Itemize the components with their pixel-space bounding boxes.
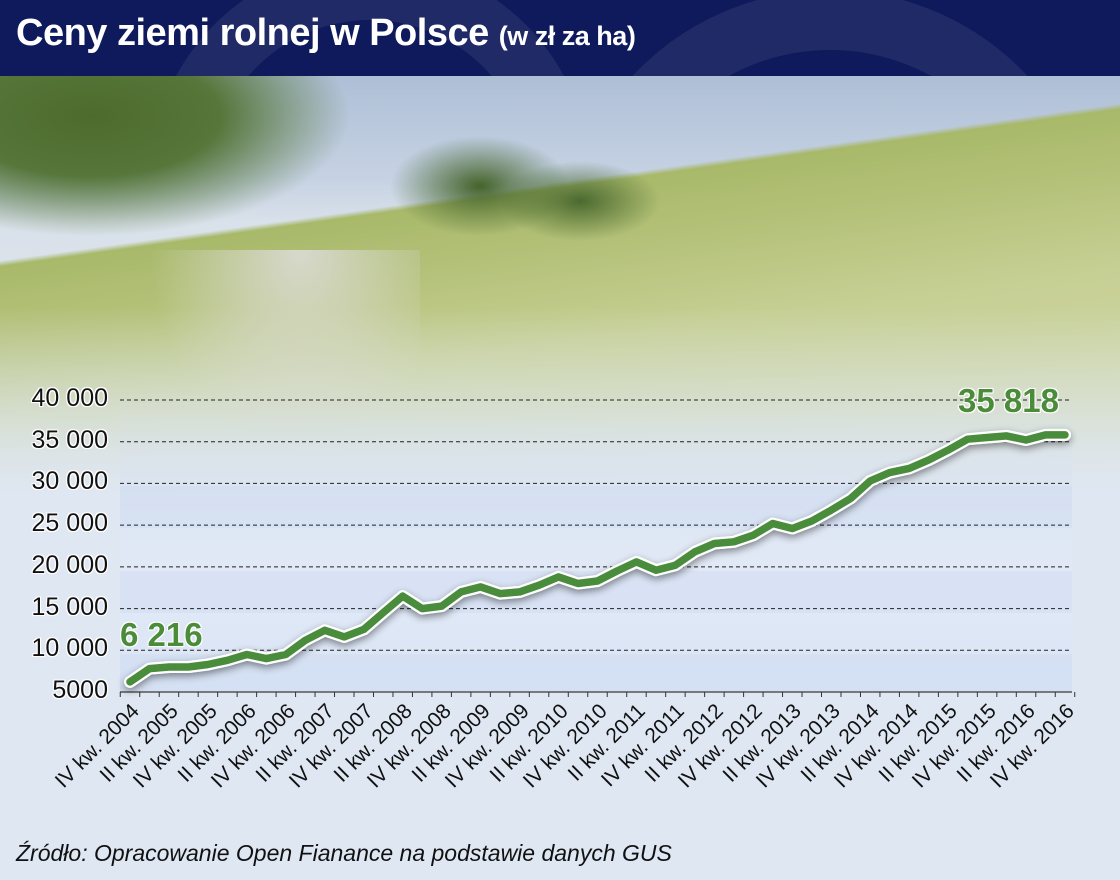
y-tick-label: 15 000 <box>31 592 108 621</box>
price-line <box>124 428 1071 688</box>
plot-band <box>120 486 1072 528</box>
y-tick-label: 5000 <box>52 676 108 704</box>
end-value-callout: 35 818 <box>958 382 1059 419</box>
y-tick-label: 20 000 <box>31 550 108 579</box>
chart-title: Ceny ziemi rolnej w Polsce (w zł za ha) <box>16 12 636 55</box>
gridlines <box>120 399 1072 651</box>
line-series <box>126 431 1069 686</box>
line-outline <box>124 428 1071 688</box>
y-tick-label: 30 000 <box>31 467 108 496</box>
y-tick-label: 25 000 <box>31 509 108 538</box>
header-banner: Ceny ziemi rolnej w Polsce (w zł za ha) <box>0 0 1120 76</box>
plot-area <box>120 398 1072 692</box>
y-tick-label: 40 000 <box>31 384 108 412</box>
y-tick-label: 35 000 <box>31 425 108 454</box>
title-unit: (w zł za ha) <box>498 21 636 51</box>
start-value-callout: 6 216 <box>120 616 203 653</box>
source-note: Źródło: Opracowanie Open Fianance na pod… <box>16 840 672 866</box>
x-axis <box>119 691 1076 697</box>
title-main: Ceny ziemi rolnej w Polsce <box>16 12 489 54</box>
y-tick-label: 10 000 <box>31 634 108 663</box>
